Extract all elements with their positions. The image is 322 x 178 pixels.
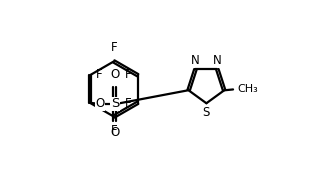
Text: N: N — [191, 54, 200, 67]
Text: CH₃: CH₃ — [237, 84, 258, 95]
Text: F: F — [96, 68, 103, 81]
Text: N: N — [213, 54, 222, 67]
Text: O: O — [95, 97, 104, 110]
Text: F: F — [125, 68, 131, 81]
Text: S: S — [111, 97, 119, 110]
Text: O: O — [110, 126, 119, 139]
Text: S: S — [203, 106, 210, 119]
Text: O: O — [110, 68, 119, 81]
Text: F: F — [110, 124, 117, 137]
Text: F: F — [125, 97, 131, 110]
Text: F: F — [110, 41, 117, 54]
